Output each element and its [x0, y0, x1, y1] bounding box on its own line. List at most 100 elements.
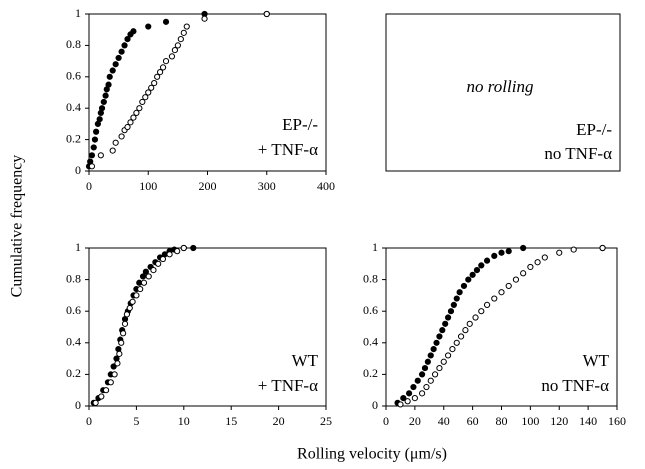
data-point — [180, 29, 187, 36]
annotation: no rolling — [467, 77, 534, 96]
data-point — [431, 371, 439, 378]
x-tick-label: 20 — [273, 414, 285, 428]
x-tick-label: 25 — [320, 414, 332, 428]
data-point — [133, 109, 140, 117]
annotation: no TNF-α — [544, 144, 612, 163]
data-point — [92, 399, 99, 406]
data-point — [102, 92, 109, 99]
x-tick-label: 80 — [496, 414, 508, 428]
x-tick-label: 0 — [86, 179, 92, 193]
data-point — [90, 144, 97, 151]
annotation: no TNF-α — [541, 376, 609, 395]
y-axis-label: Cumulative frequency — [9, 155, 26, 298]
data-point — [115, 54, 122, 62]
x-tick-label: 40 — [438, 414, 450, 428]
data-point — [190, 244, 197, 252]
data-point — [453, 295, 460, 302]
x-tick-label: 0 — [383, 414, 389, 428]
data-point — [400, 395, 407, 402]
data-point — [466, 320, 473, 327]
y-tick-label: 0 — [75, 163, 81, 177]
data-point — [110, 363, 117, 370]
data-point — [130, 28, 137, 35]
data-point — [159, 64, 167, 71]
data-point — [168, 53, 176, 60]
data-point — [442, 320, 449, 327]
data-point — [102, 387, 110, 394]
data-point — [453, 339, 460, 346]
data-point — [556, 249, 563, 256]
y-tick-label: 0.6 — [66, 69, 81, 83]
data-point — [491, 295, 498, 302]
annotation: WT — [583, 351, 610, 370]
data-point — [462, 327, 469, 334]
data-point — [483, 257, 491, 264]
data-point — [180, 244, 187, 252]
data-point — [599, 244, 606, 252]
data-point — [118, 133, 125, 140]
x-tick-label: 60 — [467, 414, 479, 428]
data-point — [177, 36, 184, 43]
data-point — [439, 327, 446, 334]
data-point — [201, 15, 208, 22]
data-point — [98, 105, 106, 112]
y-tick-label: 0.6 — [363, 303, 378, 317]
data-point — [157, 68, 164, 76]
data-point — [433, 339, 440, 346]
y-tick-label: 0.4 — [66, 335, 81, 349]
annotation: + TNF-α — [258, 376, 318, 395]
data-point — [473, 267, 481, 274]
data-point — [436, 333, 443, 340]
data-point — [162, 18, 170, 25]
data-point — [120, 330, 127, 337]
data-point — [136, 105, 143, 112]
annotation: EP-/- — [282, 115, 318, 134]
x-tick-label: 300 — [258, 179, 276, 193]
x-tick-label: 400 — [317, 179, 335, 193]
x-tick-label: 20 — [409, 414, 421, 428]
y-tick-label: 0 — [372, 398, 378, 412]
data-point — [93, 128, 100, 135]
x-tick-label: 160 — [608, 414, 626, 428]
data-point — [112, 61, 119, 68]
data-point — [121, 42, 128, 49]
data-point — [116, 350, 123, 357]
y-tick-label: 0.6 — [66, 303, 81, 317]
data-point — [520, 244, 527, 252]
data-point — [447, 308, 455, 315]
data-point — [105, 81, 112, 88]
data-point — [436, 364, 443, 372]
data-point — [137, 285, 144, 293]
data-point — [109, 147, 116, 154]
data-point — [183, 23, 190, 30]
data-point — [118, 48, 125, 55]
data-point — [427, 352, 434, 359]
y-tick-label: 0.8 — [66, 37, 81, 51]
data-point — [465, 276, 472, 283]
data-point — [130, 114, 137, 121]
x-tick-label: 100 — [139, 179, 157, 193]
data-point — [106, 73, 113, 80]
x-tick-label: 100 — [521, 414, 539, 428]
y-tick-label: 1 — [372, 240, 378, 254]
y-tick-label: 0.2 — [66, 131, 81, 145]
data-point — [423, 383, 430, 391]
data-point — [112, 139, 119, 146]
data-point — [406, 390, 413, 397]
data-point — [534, 259, 541, 266]
data-point — [457, 333, 465, 340]
annotation: EP-/- — [576, 120, 612, 139]
data-point — [97, 152, 104, 159]
data-point — [145, 273, 152, 280]
data-point — [91, 136, 99, 143]
data-point — [88, 152, 96, 159]
data-point — [166, 251, 173, 258]
data-point — [139, 98, 146, 106]
data-point — [96, 116, 103, 123]
data-point — [150, 267, 157, 274]
data-point — [424, 358, 431, 365]
x-tick-label: 140 — [579, 414, 597, 428]
plot-frame — [88, 247, 327, 407]
data-point — [397, 401, 404, 408]
